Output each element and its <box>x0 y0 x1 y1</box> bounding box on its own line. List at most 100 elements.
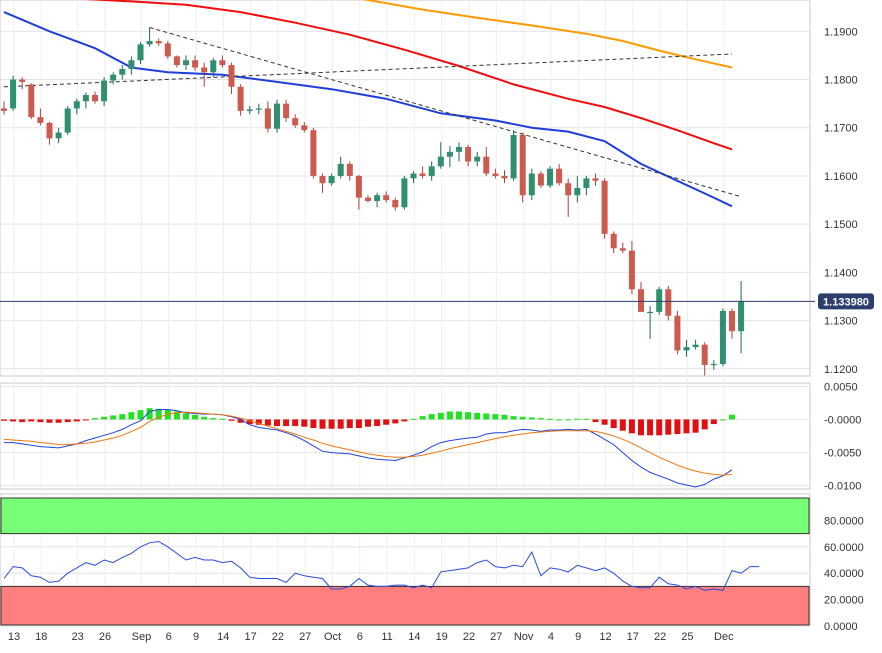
macd-histogram-bar <box>101 416 108 420</box>
macd-histogram-bar <box>492 414 499 420</box>
y-axis-labels: 1.1900 1.1800 1.1700 1.1600 1.1500 1.1400 1.13… <box>824 26 864 633</box>
macd-histogram-bar <box>219 418 226 420</box>
macd-signal-line <box>3 411 733 476</box>
macd-histogram-bar <box>565 419 572 421</box>
price-tick-label: 1.1500 <box>824 219 858 231</box>
macd-histogram-bar <box>537 418 544 420</box>
x-tick-label: 22 <box>463 631 475 643</box>
rsi-tick-label: 0.0000 <box>824 621 858 633</box>
rsi-value-line <box>3 540 760 591</box>
candle-body <box>665 289 672 316</box>
macd-histogram-bar <box>355 419 362 429</box>
candle-body <box>283 103 290 119</box>
candle-body <box>383 195 390 201</box>
macd-histogram-bar <box>683 419 690 434</box>
candle-body <box>292 118 299 126</box>
candle-body <box>28 84 35 118</box>
macd-histogram-bar <box>410 418 417 420</box>
macd-tick-label: -0.0100 <box>824 481 861 493</box>
candle-body <box>92 94 98 102</box>
x-tick-label: 27 <box>490 631 502 643</box>
macd-histogram-bar <box>383 419 390 425</box>
candle-body <box>501 175 508 179</box>
candle-body <box>365 197 371 202</box>
candle-body <box>738 301 745 332</box>
candle-body <box>683 347 690 351</box>
candle-body <box>101 80 108 102</box>
candle-body <box>146 40 153 45</box>
macd-histogram-bar <box>246 419 253 425</box>
macd-histogram-bar <box>692 419 699 433</box>
macd-histogram-bar <box>401 419 408 422</box>
macd-histogram-bar <box>374 419 381 427</box>
moving-average-line <box>361 0 733 69</box>
candle-body <box>528 173 535 196</box>
candle-body <box>638 289 644 312</box>
candle-body <box>628 250 635 290</box>
macd-histogram-bar <box>1 419 7 421</box>
price-tick-label: 1.1200 <box>824 364 858 376</box>
macd-histogram-bar <box>574 418 581 420</box>
macd-tick-label: -0.0000 <box>824 414 861 426</box>
macd-histogram-bar <box>556 419 563 421</box>
macd-histogram-bar <box>319 419 326 429</box>
x-tick-label: Dec <box>714 631 734 643</box>
candle-body <box>128 60 135 69</box>
candle-body <box>219 60 226 66</box>
candle-body <box>574 188 581 196</box>
macd-tick-label: 0.0050 <box>824 381 858 393</box>
candle-body <box>510 134 517 179</box>
macd-histogram-bar <box>365 419 371 427</box>
macd-histogram-bar <box>173 411 180 420</box>
candle-body <box>565 183 572 196</box>
macd-histogram-bar <box>228 419 235 421</box>
candle-body <box>556 168 563 184</box>
candle-body <box>10 79 17 109</box>
price-tick-label: 1.1800 <box>824 75 858 87</box>
rsi-oversold-zone <box>0 585 810 626</box>
candle-body <box>119 68 126 75</box>
candle-body <box>401 178 408 208</box>
macd-histogram-bar <box>137 410 144 420</box>
macd-histogram-bar <box>274 419 280 427</box>
macd-histogram-bar <box>428 414 435 420</box>
x-tick-label: 12 <box>599 631 611 643</box>
candle-body <box>310 130 317 176</box>
macd-histogram-bar <box>519 416 526 420</box>
macd-histogram-bar <box>510 416 517 420</box>
x-tick-label: 9 <box>193 631 199 643</box>
candle-body <box>592 178 599 181</box>
macd-panel <box>0 382 811 490</box>
candle-body <box>610 233 617 249</box>
macd-histogram-bar <box>28 419 35 422</box>
candle-body <box>37 117 44 123</box>
macd-histogram-bar <box>82 419 89 421</box>
candle-body <box>710 363 717 366</box>
candle-body <box>55 132 62 139</box>
macd-histogram-bar <box>19 419 26 423</box>
candle-body <box>601 180 608 234</box>
x-tick-label: 4 <box>548 631 554 643</box>
x-tick-label: 19 <box>436 631 448 643</box>
macd-histogram-bar <box>110 415 117 420</box>
macd-histogram-bar <box>601 419 608 425</box>
macd-histogram-bar <box>128 412 135 420</box>
candle-body <box>183 60 189 66</box>
candle-body <box>201 67 208 73</box>
x-tick-label: 14 <box>408 631 420 643</box>
macd-histogram-bar <box>392 419 399 424</box>
price-tick-label: 1.1400 <box>824 267 858 279</box>
macd-histogram-bar <box>592 419 599 423</box>
x-tick-label: 23 <box>72 631 84 643</box>
candle-body <box>456 147 462 152</box>
x-tick-label: Oct <box>324 631 341 643</box>
x-tick-label: 9 <box>575 631 581 643</box>
x-tick-label: 6 <box>357 631 363 643</box>
candle-body <box>328 175 335 184</box>
macd-histogram-bar <box>192 414 199 420</box>
macd-histogram-bar <box>419 416 426 420</box>
macd-histogram-bar <box>73 419 80 422</box>
trend-line <box>3 53 733 88</box>
macd-histogram-bar <box>155 408 162 420</box>
